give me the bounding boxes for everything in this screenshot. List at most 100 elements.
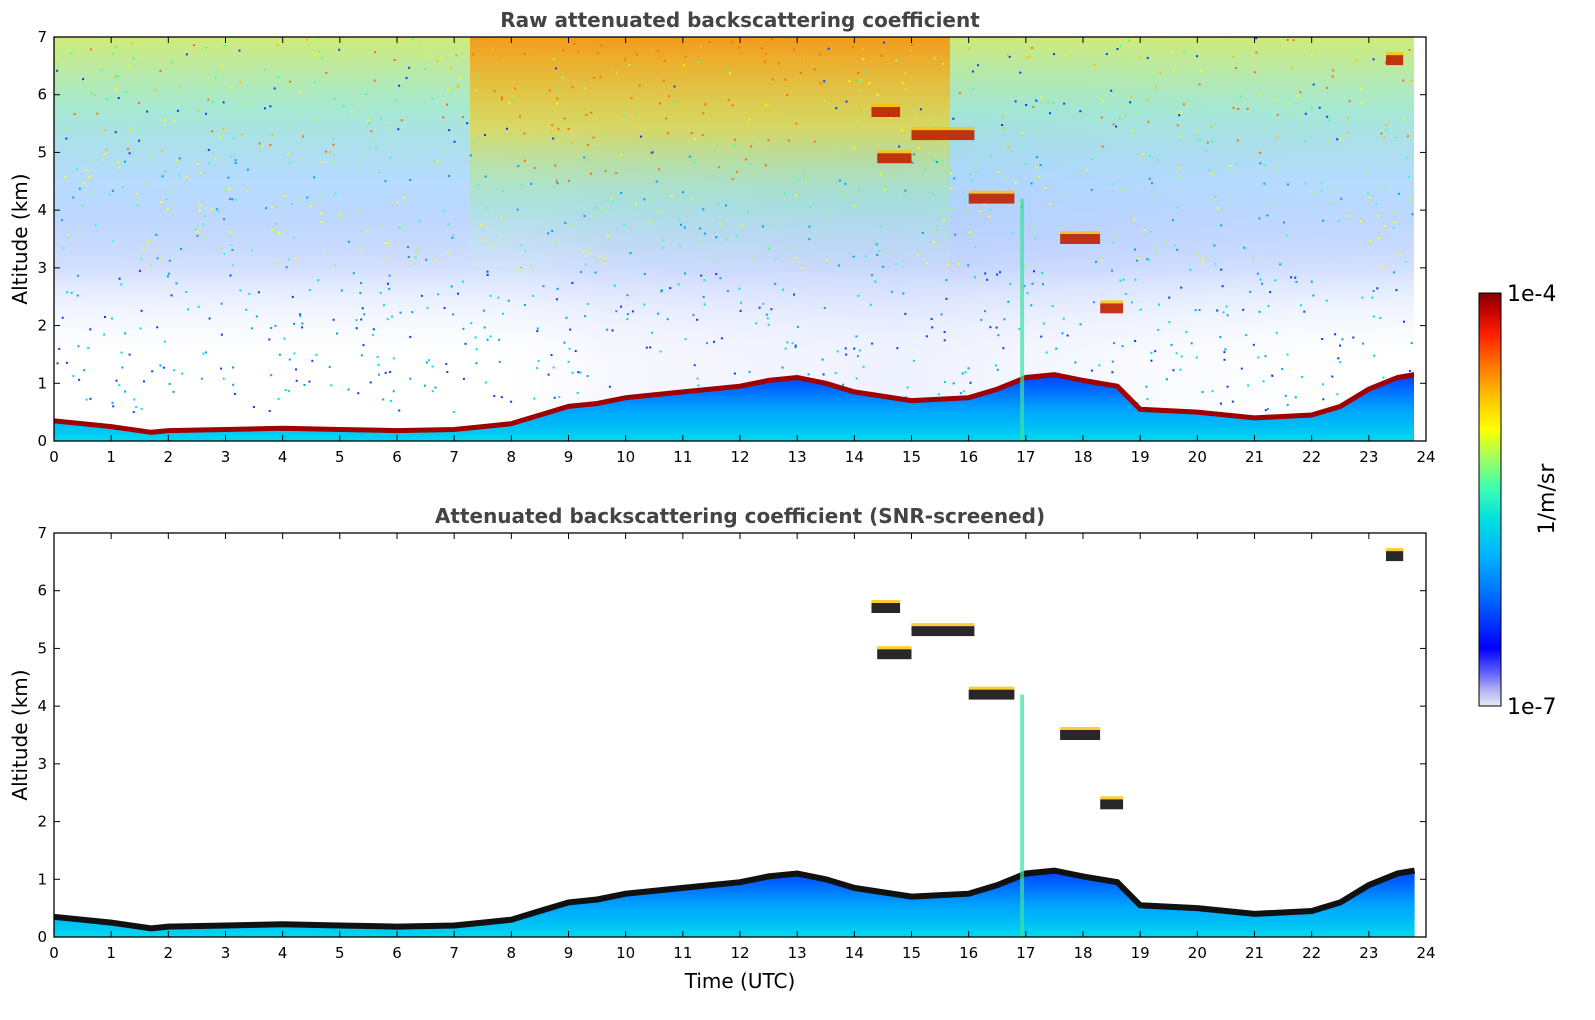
speckle-pixel (738, 287, 741, 290)
speckle-pixel (408, 66, 411, 69)
speckle-pixel (210, 207, 213, 210)
speckle-pixel (111, 401, 114, 404)
speckle-pixel (1157, 158, 1159, 161)
speckle-pixel (732, 173, 735, 176)
speckle-pixel (974, 276, 976, 279)
speckle-pixel (583, 156, 586, 159)
speckle-pixel (1110, 89, 1113, 92)
speckle-pixel (114, 131, 117, 134)
colorbar-unit-label: 1/m/sr (1535, 463, 1560, 535)
cloud-layer-mark (1386, 551, 1404, 562)
speckle-pixel (360, 318, 363, 321)
speckle-pixel (1124, 292, 1127, 295)
x-tick-label: 1 (106, 944, 116, 962)
speckle-pixel (360, 248, 363, 251)
speckle-pixel (967, 367, 970, 370)
speckle-pixel (839, 179, 841, 182)
speckle-pixel (935, 160, 938, 163)
speckle-pixel (602, 262, 605, 265)
speckle-pixel (818, 53, 821, 56)
speckle-pixel (1031, 282, 1034, 285)
speckle-pixel (520, 266, 523, 269)
speckle-pixel (309, 205, 312, 208)
speckle-pixel (703, 232, 706, 235)
speckle-pixel (989, 326, 992, 329)
speckle-pixel (331, 162, 334, 164)
speckle-pixel (232, 137, 235, 140)
speckle-pixel (556, 182, 559, 185)
speckle-pixel (484, 133, 486, 136)
speckle-pixel (1099, 259, 1102, 262)
speckle-pixel (548, 89, 551, 92)
speckle-pixel (313, 54, 316, 57)
speckle-pixel (476, 183, 479, 186)
speckle-pixel (1224, 348, 1227, 351)
speckle-pixel (767, 323, 770, 326)
speckle-pixel (1168, 321, 1171, 324)
speckle-pixel (903, 194, 906, 197)
speckle-pixel (660, 290, 663, 293)
speckle-pixel (193, 44, 195, 47)
speckle-pixel (498, 360, 501, 363)
speckle-pixel (871, 342, 874, 345)
speckle-pixel (626, 318, 629, 320)
speckle-pixel (1373, 354, 1375, 357)
speckle-pixel (1372, 58, 1375, 61)
speckle-pixel (340, 289, 343, 292)
speckle-pixel (964, 76, 967, 79)
speckle-pixel (536, 367, 539, 370)
speckle-pixel (248, 101, 251, 103)
speckle-pixel (501, 58, 504, 61)
speckle-pixel (610, 69, 613, 72)
speckle-pixel (90, 174, 93, 177)
speckle-pixel (500, 96, 503, 99)
speckle-pixel (171, 61, 174, 64)
speckle-pixel (570, 141, 573, 144)
speckle-pixel (974, 162, 977, 165)
speckle-pixel (1253, 71, 1256, 74)
speckle-pixel (530, 182, 533, 185)
speckle-pixel (1332, 190, 1335, 193)
speckle-pixel (895, 263, 898, 266)
speckle-pixel (1157, 328, 1160, 331)
speckle-pixel (906, 386, 909, 389)
speckle-pixel (781, 366, 784, 369)
speckle-pixel (876, 253, 879, 256)
speckle-pixel (643, 198, 646, 201)
cloud-layer-mark (911, 130, 975, 141)
speckle-pixel (83, 369, 86, 372)
speckle-pixel (1340, 197, 1343, 200)
speckle-pixel (246, 168, 249, 171)
speckle-pixel (745, 158, 747, 161)
cloud-layer-edge (911, 127, 975, 131)
speckle-pixel (131, 42, 134, 45)
speckle-pixel (270, 374, 273, 377)
speckle-pixel (198, 209, 201, 212)
speckle-pixel (964, 199, 967, 201)
speckle-pixel (594, 212, 597, 215)
speckle-pixel (853, 347, 856, 350)
speckle-pixel (750, 257, 753, 260)
speckle-pixel (1300, 375, 1303, 378)
speckle-pixel (64, 175, 67, 178)
speckle-pixel (232, 383, 235, 386)
x-tick-label: 9 (564, 448, 574, 466)
speckle-pixel (462, 116, 464, 118)
speckle-pixel (161, 149, 164, 152)
speckle-pixel (185, 53, 188, 56)
speckle-pixel (1155, 248, 1158, 251)
speckle-pixel (667, 132, 670, 135)
speckle-pixel (662, 79, 665, 82)
y-tick-label: 1 (37, 870, 47, 888)
speckle-pixel (180, 248, 182, 250)
speckle-pixel (72, 196, 75, 199)
speckle-pixel (1055, 347, 1058, 350)
speckle-pixel (223, 44, 226, 47)
speckle-pixel (750, 145, 752, 148)
speckle-pixel (420, 294, 423, 297)
speckle-pixel (898, 145, 901, 148)
speckle-pixel (89, 48, 92, 51)
speckle-pixel (813, 68, 816, 71)
speckle-pixel (583, 215, 586, 217)
speckle-pixel (1359, 220, 1362, 223)
